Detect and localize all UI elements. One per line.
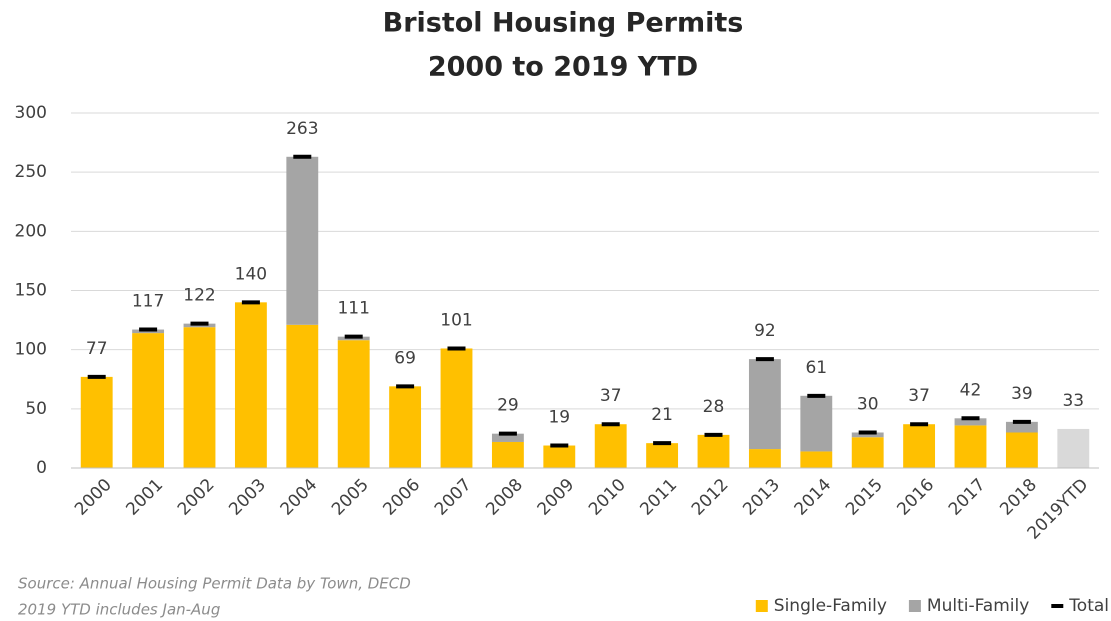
- data-label: 263: [286, 119, 318, 139]
- y-tick-label: 150: [15, 281, 47, 301]
- y-tick-label: 200: [15, 221, 47, 241]
- legend-swatch: [755, 600, 768, 612]
- bar-segment: [337, 340, 370, 468]
- x-tick-label: 2002: [174, 475, 219, 520]
- legend-label: Multi-Family: [927, 596, 1029, 616]
- bar-segment: [286, 324, 319, 468]
- source-note: Source: Annual Housing Permit Data by To…: [18, 575, 411, 593]
- x-tick-label: 2000: [71, 475, 116, 520]
- data-label: 69: [394, 348, 416, 368]
- legend-label: Single-Family: [774, 596, 887, 616]
- data-label: 21: [651, 405, 673, 425]
- bar-segment: [1005, 432, 1038, 468]
- legend-swatch: [908, 600, 921, 612]
- legend-label: Total: [1068, 596, 1109, 616]
- bar-segment: [697, 434, 730, 468]
- bar-segment: [440, 348, 473, 468]
- data-label: 30: [857, 395, 879, 415]
- x-tick-label: 2001: [122, 475, 167, 520]
- bar-segment: [543, 445, 576, 468]
- y-tick-label: 250: [15, 162, 47, 182]
- x-tick-label: 2011: [636, 475, 681, 520]
- bar-segment: [954, 418, 987, 426]
- x-tick-label: 2008: [482, 475, 527, 520]
- bar-segment: [1005, 421, 1038, 433]
- x-tick-label: 2010: [585, 475, 630, 520]
- bar-segment: [851, 437, 884, 468]
- x-tick-label: 2013: [739, 475, 784, 520]
- data-label: 39: [1011, 384, 1033, 404]
- bar-segment: [183, 327, 216, 468]
- bar-segment: [851, 432, 884, 438]
- x-tick-label: 2015: [842, 475, 887, 520]
- data-label: 101: [440, 310, 472, 330]
- x-tick-label: 2012: [688, 475, 733, 520]
- y-tick-label: 50: [25, 399, 47, 419]
- chart-subtitle: 2000 to 2019 YTD: [428, 52, 698, 83]
- bar-segment: [491, 441, 524, 468]
- data-label: 33: [1062, 391, 1084, 411]
- bar-segment: [594, 424, 627, 468]
- ytd-note: 2019 YTD includes Jan-Aug: [18, 601, 220, 619]
- bar-segment: [132, 333, 165, 468]
- data-label: 42: [960, 380, 982, 400]
- bar-segment: [748, 449, 781, 468]
- bar-segment: [954, 425, 987, 468]
- bar-segment: [389, 386, 422, 468]
- x-tick-label: 2009: [534, 475, 579, 520]
- x-tick-label: 2016: [893, 475, 938, 520]
- bar-segment: [800, 451, 833, 468]
- y-tick-label: 0: [36, 458, 47, 478]
- data-label: 117: [132, 292, 164, 312]
- data-label: 29: [497, 396, 519, 416]
- x-tick-label: 2003: [225, 475, 270, 520]
- x-tick-label: 2007: [431, 475, 476, 520]
- data-label: 122: [183, 286, 215, 306]
- bar-segment: [646, 443, 679, 468]
- data-label: 19: [548, 408, 570, 428]
- bar-segment: [491, 433, 524, 442]
- bar-segment: [234, 302, 267, 468]
- data-label: 111: [337, 299, 369, 319]
- data-label: 37: [600, 386, 622, 406]
- data-label: 140: [235, 264, 267, 284]
- x-tick-label: 2014: [791, 475, 836, 520]
- y-tick-label: 100: [15, 340, 47, 360]
- bar-segment: [903, 424, 936, 468]
- x-tick-label: 2004: [277, 475, 322, 520]
- x-tick-label: 2006: [379, 475, 424, 520]
- bar-segment: [80, 376, 113, 468]
- x-tick-label: 2017: [945, 475, 990, 520]
- bar-segment: [800, 395, 833, 452]
- x-tick-label: 2005: [328, 475, 373, 520]
- data-label: 61: [805, 358, 827, 378]
- bar-segment: [748, 359, 781, 450]
- total-bar: [1057, 428, 1090, 468]
- y-tick-label: 300: [15, 103, 47, 123]
- data-label: 92: [754, 321, 776, 341]
- data-label: 77: [86, 339, 108, 359]
- bar-segment: [286, 156, 319, 325]
- chart-title: Bristol Housing Permits: [383, 8, 744, 39]
- data-label: 28: [703, 397, 725, 417]
- data-label: 37: [908, 386, 930, 406]
- x-tick-label: 2018: [996, 475, 1041, 520]
